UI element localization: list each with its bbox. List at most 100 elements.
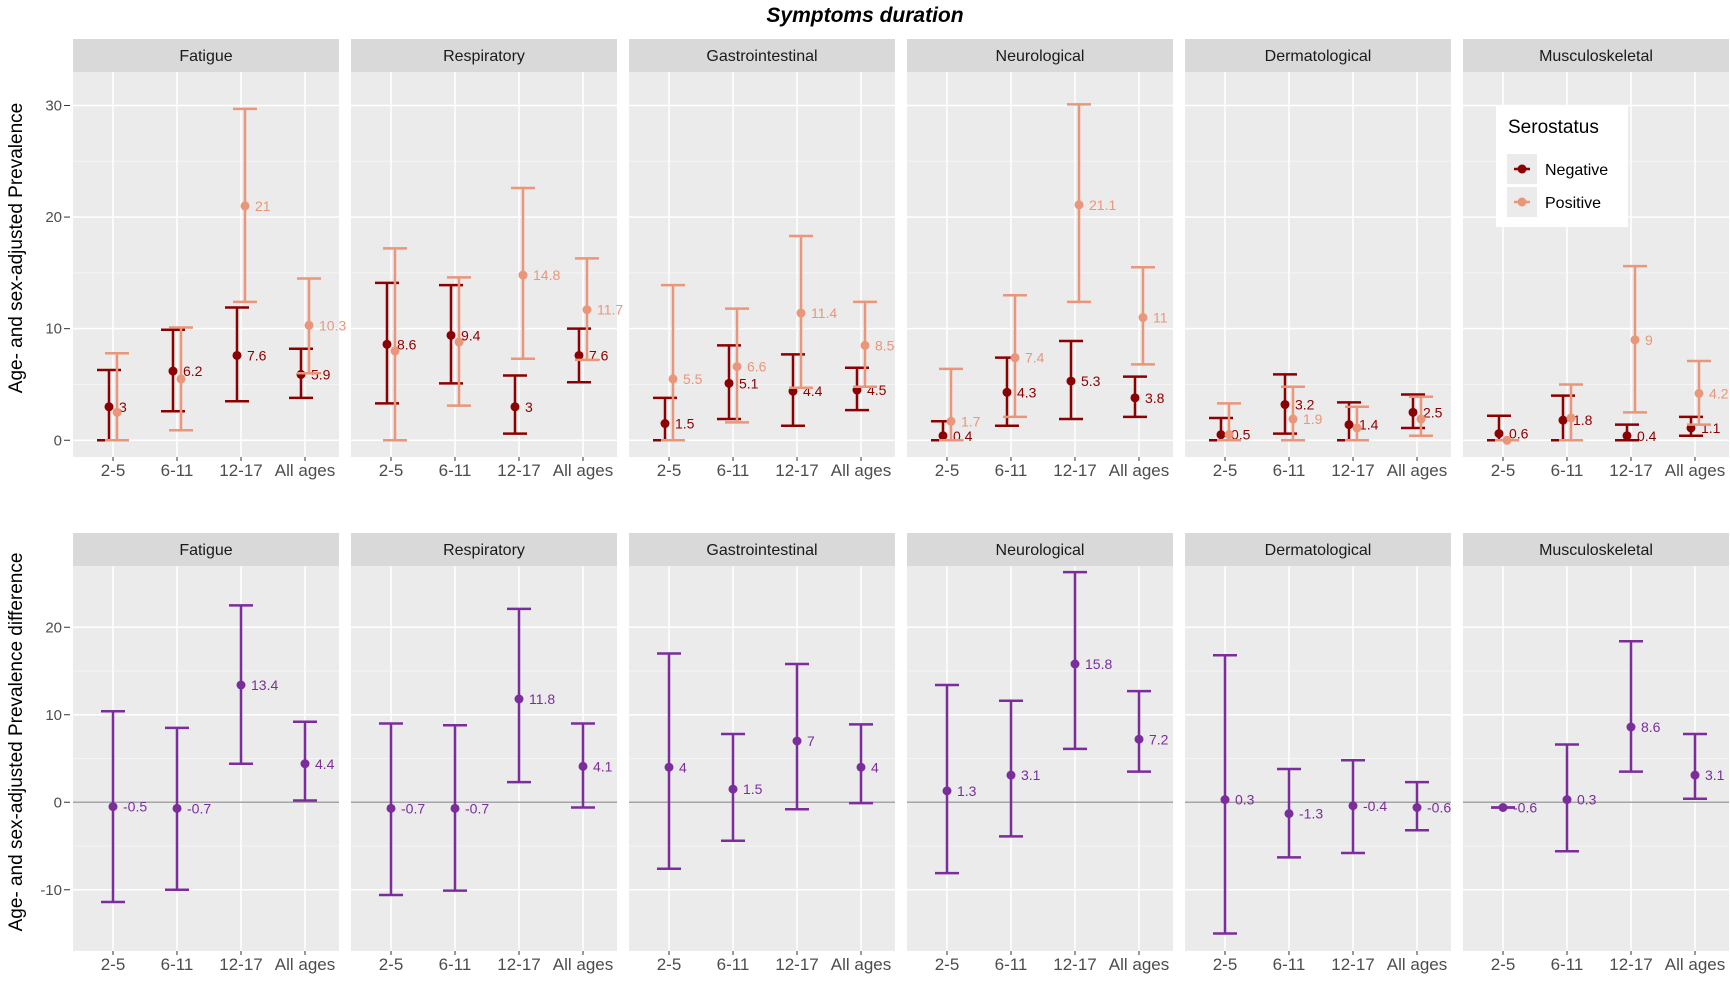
difference-data-label: 4	[871, 759, 879, 775]
bottom-x-tick-label: 12-17	[1331, 955, 1374, 974]
top-x-tick-label: 6-11	[161, 461, 194, 480]
difference-data-label: -1.3	[1299, 806, 1323, 822]
bottom-x-tick-label: 6-11	[1551, 955, 1584, 974]
negative-point	[1130, 393, 1140, 403]
difference-point	[1690, 770, 1700, 780]
difference-point	[792, 736, 802, 746]
top-x-tick-label: 2-5	[657, 461, 682, 480]
negative-point	[446, 330, 456, 340]
negative-data-label: 4.3	[1017, 384, 1037, 400]
top-panel-title: Musculoskeletal	[1539, 48, 1653, 65]
negative-point	[1344, 420, 1354, 430]
bottom-x-tick-label: 12-17	[497, 955, 540, 974]
top-x-tick-label: 2-5	[379, 461, 404, 480]
bottom-x-tick-label: All ages	[831, 955, 891, 974]
top-panel-title: Gastrointestinal	[706, 48, 817, 65]
bottom-x-tick-label: All ages	[1387, 955, 1447, 974]
difference-data-label: 1.3	[957, 783, 977, 799]
top-y-axis-label: Age- and sex-adjusted Prevalence	[6, 103, 27, 393]
bottom-x-tick-label: All ages	[1665, 955, 1725, 974]
negative-data-label: 2.5	[1423, 404, 1443, 420]
difference-data-label: 13.4	[251, 677, 278, 693]
chart-title: Symptoms duration	[766, 4, 963, 27]
top-x-tick-label: All ages	[831, 461, 891, 480]
negative-data-label: 3	[525, 399, 533, 415]
negative-data-label: 1.4	[1359, 417, 1379, 433]
positive-point	[1138, 313, 1148, 323]
negative-data-label: 8.6	[397, 336, 417, 352]
difference-data-label: -0.4	[1363, 798, 1387, 814]
difference-data-label: 8.6	[1641, 719, 1661, 735]
positive-data-label: 4.2	[1709, 385, 1729, 401]
difference-point	[1626, 722, 1636, 732]
difference-point	[1006, 770, 1016, 780]
positive-point	[390, 346, 400, 356]
top-x-tick-label: 12-17	[219, 461, 262, 480]
legend-label-negative: Negative	[1545, 162, 1608, 179]
bottom-panel-title: Gastrointestinal	[706, 542, 817, 559]
positive-point	[1288, 414, 1298, 424]
positive-point	[1566, 413, 1576, 423]
difference-data-label: 1.5	[743, 781, 763, 797]
difference-point	[856, 762, 866, 772]
top-panel-bg	[1185, 72, 1451, 457]
difference-point	[1070, 659, 1080, 669]
positive-data-label: 11.4	[811, 305, 837, 321]
bottom-strip	[1185, 533, 1451, 566]
difference-point	[450, 803, 460, 813]
top-x-tick-label: 2-5	[1213, 461, 1238, 480]
positive-data-label: 11.7	[597, 302, 623, 318]
negative-data-label: 1.5	[675, 416, 695, 432]
top-x-tick-label: 2-5	[935, 461, 960, 480]
top-x-tick-label: All ages	[1387, 461, 1447, 480]
top-strip	[351, 39, 617, 72]
positive-point	[946, 416, 956, 426]
positive-data-label: 1.9	[1303, 411, 1323, 427]
top-x-tick-label: All ages	[1665, 461, 1725, 480]
bottom-x-tick-label: 12-17	[1609, 955, 1652, 974]
negative-data-label: 0.4	[1637, 428, 1657, 444]
difference-point	[236, 680, 246, 690]
difference-point	[1134, 734, 1144, 744]
negative-point	[168, 366, 178, 376]
positive-data-label: 14.8	[533, 267, 560, 283]
difference-point	[172, 803, 182, 813]
bottom-x-tick-label: 12-17	[1053, 955, 1096, 974]
difference-point	[1284, 809, 1294, 819]
positive-data-label: 21	[255, 198, 271, 214]
negative-point	[1066, 376, 1076, 386]
bottom-strip	[629, 533, 895, 566]
positive-point	[796, 308, 806, 318]
difference-data-label: -0.7	[401, 800, 425, 816]
bottom-x-tick-label: All ages	[275, 955, 335, 974]
difference-data-label: 7	[807, 733, 815, 749]
negative-point	[510, 402, 520, 412]
difference-point	[728, 784, 738, 794]
negative-point	[1216, 430, 1226, 440]
positive-point	[240, 201, 250, 211]
negative-data-label: 4.5	[867, 382, 887, 398]
negative-point	[232, 350, 242, 360]
positive-point	[1352, 423, 1362, 433]
legend-key-point	[1517, 164, 1527, 174]
legend-label-positive: Positive	[1545, 195, 1601, 212]
difference-point	[108, 802, 118, 812]
top-x-tick-label: 12-17	[497, 461, 540, 480]
top-panel-title: Respiratory	[443, 48, 525, 65]
top-x-tick-label: 6-11	[1273, 461, 1306, 480]
negative-data-label: 7.6	[247, 347, 267, 363]
top-x-tick-label: 6-11	[995, 461, 1028, 480]
negative-data-label: 5.3	[1081, 373, 1101, 389]
positive-data-label: 10.3	[319, 317, 346, 333]
negative-point	[938, 431, 948, 441]
difference-point	[300, 759, 310, 769]
positive-point	[1224, 430, 1234, 440]
bottom-panel-title: Musculoskeletal	[1539, 542, 1653, 559]
negative-data-label: 5.1	[739, 375, 759, 391]
negative-point	[1558, 415, 1568, 425]
negative-point	[574, 350, 584, 360]
positive-point	[1694, 388, 1704, 398]
positive-data-label: 9	[1645, 332, 1653, 348]
difference-point	[1412, 803, 1422, 812]
